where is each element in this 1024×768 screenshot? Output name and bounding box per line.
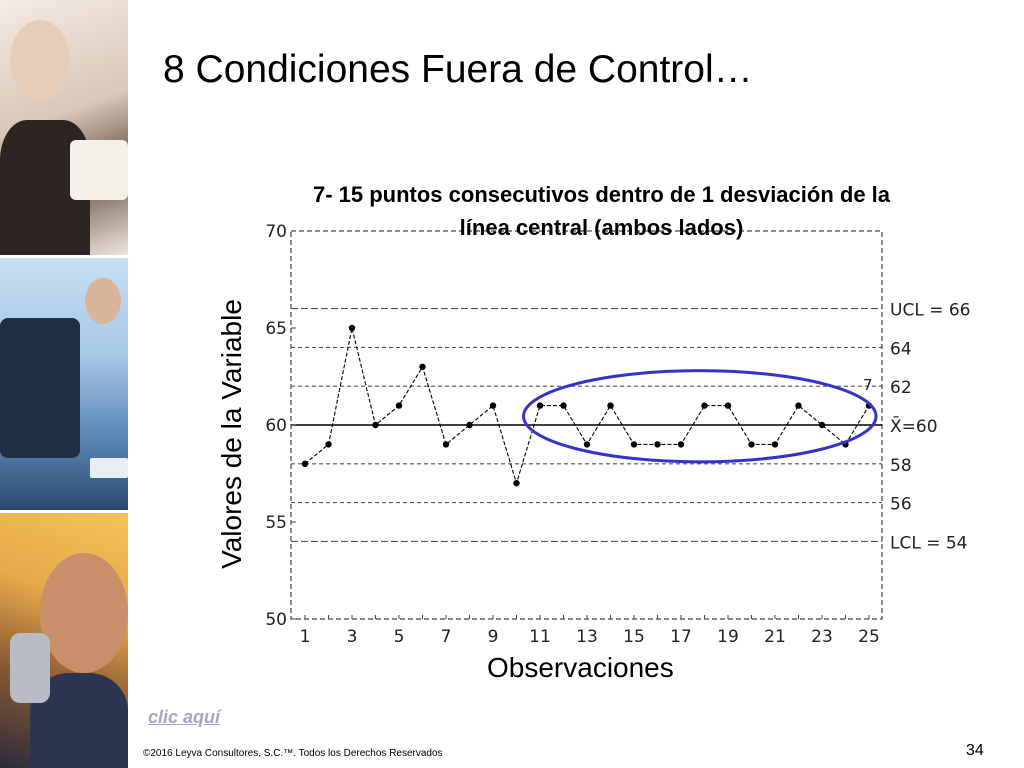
subtitle-line-1: 7- 15 puntos consecutivos dentro de 1 de… [312,182,891,207]
data-point [489,402,497,409]
data-point [771,441,779,448]
reference-line-label: UCL = 66 [890,301,970,321]
photo-laptop-office [0,258,128,510]
x-tick-label: 3 [347,627,358,647]
x-tick-label: 7 [441,627,452,647]
data-point [607,402,614,409]
reference-line-label: 62 [890,378,912,398]
data-point [301,460,309,467]
photo-strip [0,0,128,768]
data-point [325,441,332,448]
reference-line-label: 64 [890,339,912,359]
x-tick-label: 1 [300,627,311,647]
data-point [818,421,826,429]
data-point [560,402,567,409]
x-tick-label: 23 [811,627,833,647]
subtitle-line-2: línea central (ambos lados) [459,215,744,240]
x-tick-label: 9 [488,627,499,647]
reference-lines: UCL = 66 64 62 X̄=60 58 56 LCL = 54 [291,301,970,553]
x-tick-label: 11 [529,627,551,647]
y-tick-label: 65 [265,319,287,339]
data-point [466,421,473,429]
page-number: 34 [966,742,984,759]
data-point [654,441,661,448]
y-tick-label: 55 [265,513,287,533]
data-point [795,402,802,409]
reference-line-label: 58 [890,456,912,476]
chart-subtitle: 7- 15 puntos consecutivos dentro de 1 de… [214,178,989,244]
photo-man-reading [0,0,128,255]
data-point [677,441,685,448]
series [301,324,873,487]
footer-copyright: ©2016 Leyva Consultores, S.C.™. Todos lo… [143,748,443,759]
x-tick-label: 13 [576,627,598,647]
x-tick-label: 25 [858,627,880,647]
x-tick-label: 17 [670,627,692,647]
data-point [701,402,708,409]
data-point [419,363,426,370]
data-point [348,324,356,332]
data-point [536,402,544,409]
data-point [442,441,450,448]
data-point [513,480,520,487]
data-point [583,441,591,448]
photo-man-on-phone [0,513,128,768]
y-tick-label: 70 [265,222,287,242]
x-tick-label: 21 [764,627,786,647]
x-tick-label: 5 [394,627,405,647]
reference-line-label: LCL = 54 [890,533,968,553]
point-annotation: 7 [863,376,873,394]
y-tick-label: 50 [265,610,287,630]
highlight-ellipse [522,369,878,464]
data-point [395,402,403,409]
data-point [724,402,732,409]
reference-line-label: 56 [890,495,912,515]
data-point [372,421,379,429]
clic-aqui-link[interactable]: clic aquí [148,707,221,727]
x-tick-label: 19 [717,627,739,647]
page-title: 8 Condiciones Fuera de Control… [163,48,753,91]
annotations: 7 [522,369,878,464]
x-axis-label: Observaciones [487,652,674,683]
data-point [630,441,638,448]
y-axis-label: Valores de la Variable [216,299,247,569]
x-tick-label: 15 [623,627,645,647]
y-tick-label: 60 [265,416,287,436]
data-point [748,441,755,448]
series-line [304,327,870,486]
reference-line-label: X̄=60 [890,415,938,437]
